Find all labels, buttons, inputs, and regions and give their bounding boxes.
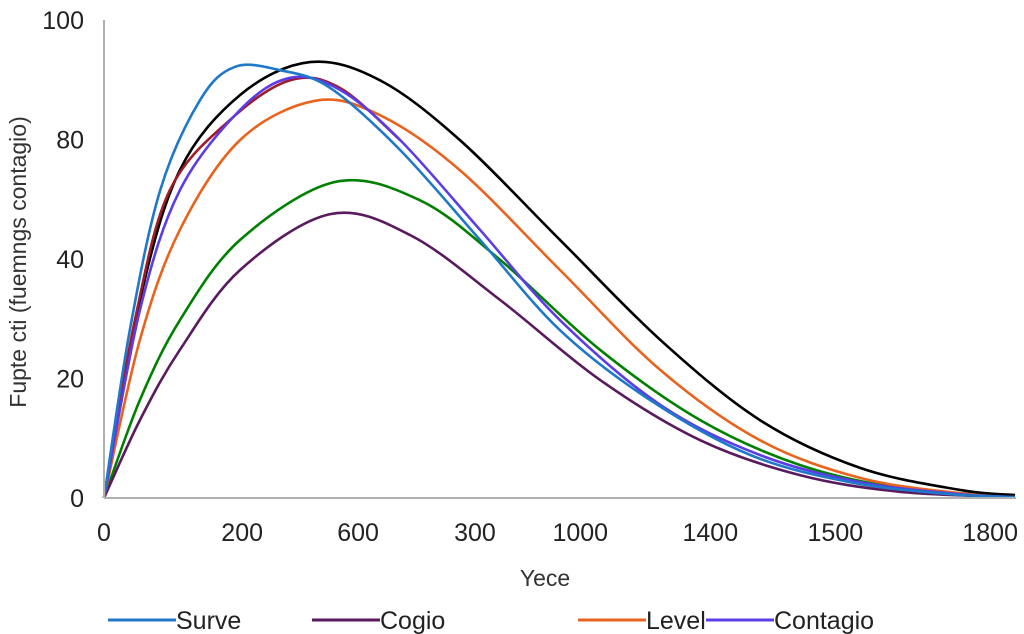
legend-item-level: Level [578,607,706,634]
x-tick-label: 0 [97,519,111,547]
x-tick-label: 1500 [808,519,864,547]
legend-label: Contagio [774,607,874,634]
legend-item-cogio: Cogio [312,607,445,634]
x-axis-label: Yece [520,565,570,591]
x-tick-label: 1400 [683,519,739,547]
series-layer [102,60,1016,499]
series-line-unlabeled-4 [102,76,401,499]
legend-item-surve: Surve [108,607,241,634]
series-line-level [102,98,1016,499]
legend-label: Cogio [380,607,445,634]
y-axis-label: Fupte cti (fuemngs contagio) [5,116,31,407]
y-tick-label: 20 [56,366,84,394]
y-tick-label: 80 [56,127,84,155]
series-line-contagio [102,75,1016,499]
y-tick-label: 40 [56,246,84,274]
x-tick-label: 300 [454,519,496,547]
x-tick-label: 1800 [962,519,1018,547]
series-line-cogio [102,211,1016,499]
series-line-unlabeled-0 [102,178,1016,499]
series-line-surve [102,63,1016,499]
x-tick-label: 1000 [552,519,608,547]
x-tick-label: 200 [221,519,263,547]
y-tick-labels: 0 20 40 80 100 [42,7,84,513]
series-line-unlabeled-3 [102,60,1016,499]
legend-item-contagio: Contagio [706,607,874,634]
legend: Surve Cogio Level Contagio [108,607,874,634]
y-tick-label: 100 [42,7,84,35]
legend-label: Surve [176,607,241,634]
legend-label: Level [646,607,706,634]
x-tick-labels: 0 200 600 300 1000 1400 1500 1800 [97,519,1018,547]
y-tick-label: 0 [70,485,84,513]
x-tick-label: 600 [337,519,379,547]
